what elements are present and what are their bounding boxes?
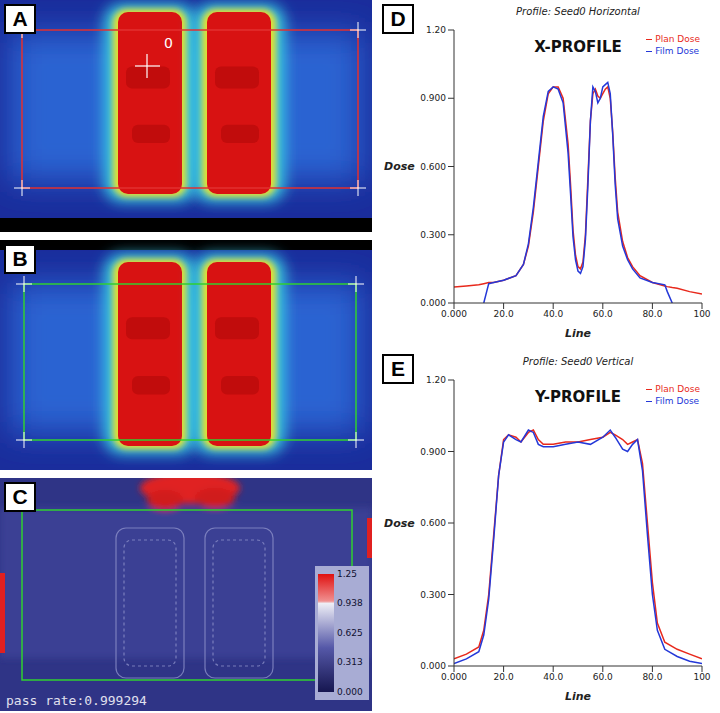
svg-text:0.900: 0.900 xyxy=(420,93,446,103)
html-text:Profile: Seed0 Vertical: Profile: Seed0 Vertical xyxy=(522,356,634,367)
html-text:Y-PROFILE: Y-PROFILE xyxy=(535,388,621,406)
svg-text:Dose: Dose xyxy=(384,517,415,530)
svg-text:0.000: 0.000 xyxy=(420,661,446,671)
svg-text:Dose: Dose xyxy=(384,160,415,173)
svg-text:0: 0 xyxy=(164,35,173,51)
svg-text:0.938: 0.938 xyxy=(337,598,363,608)
svg-text:0.300: 0.300 xyxy=(420,230,446,240)
svg-text:60.0: 60.0 xyxy=(593,309,613,319)
svg-text:100: 100 xyxy=(693,672,710,682)
svg-text:0.000: 0.000 xyxy=(420,298,446,308)
svg-text:0.000: 0.000 xyxy=(441,309,467,319)
svg-text:Line: Line xyxy=(565,690,592,703)
svg-text:100: 100 xyxy=(693,309,710,319)
html-text:Plan Dose: Plan Dose xyxy=(655,34,700,44)
svg-text:40.0: 40.0 xyxy=(543,672,563,682)
html-text:X-PROFILE: X-PROFILE xyxy=(534,38,622,56)
html-text:A: A xyxy=(12,7,28,30)
svg-text:40.0: 40.0 xyxy=(543,309,563,319)
html-text:Film Dose: Film Dose xyxy=(655,46,700,56)
svg-text:0.300: 0.300 xyxy=(420,590,446,600)
svg-text:0.313: 0.313 xyxy=(337,657,363,667)
svg-text:0.900: 0.900 xyxy=(420,447,446,457)
html-text:Plan Dose: Plan Dose xyxy=(655,384,700,394)
html-text:Film Dose: Film Dose xyxy=(655,396,700,406)
html-text:B: B xyxy=(12,247,28,270)
svg-text:1.25: 1.25 xyxy=(337,569,357,579)
svg-text:1.20: 1.20 xyxy=(426,25,446,35)
svg-text:80.0: 80.0 xyxy=(642,672,662,682)
svg-text:1.20: 1.20 xyxy=(426,375,446,385)
svg-text:60.0: 60.0 xyxy=(593,672,613,682)
svg-text:Line: Line xyxy=(565,327,592,340)
svg-text:0.000: 0.000 xyxy=(441,672,467,682)
svg-text:20.0: 20.0 xyxy=(494,309,514,319)
html-text:Profile: Seed0 Horizontal: Profile: Seed0 Horizontal xyxy=(516,6,640,17)
html-text:C: C xyxy=(12,485,28,508)
svg-text:0.625: 0.625 xyxy=(337,628,363,638)
svg-text:0.600: 0.600 xyxy=(420,162,446,172)
svg-text:80.0: 80.0 xyxy=(642,309,662,319)
svg-text:20.0: 20.0 xyxy=(494,672,514,682)
html-text:E: E xyxy=(391,357,405,380)
html-text:D: D xyxy=(390,7,406,30)
svg-text:pass rate:0.999294: pass rate:0.999294 xyxy=(6,693,147,708)
svg-text:0.000: 0.000 xyxy=(337,687,363,697)
svg-text:0.600: 0.600 xyxy=(420,518,446,528)
